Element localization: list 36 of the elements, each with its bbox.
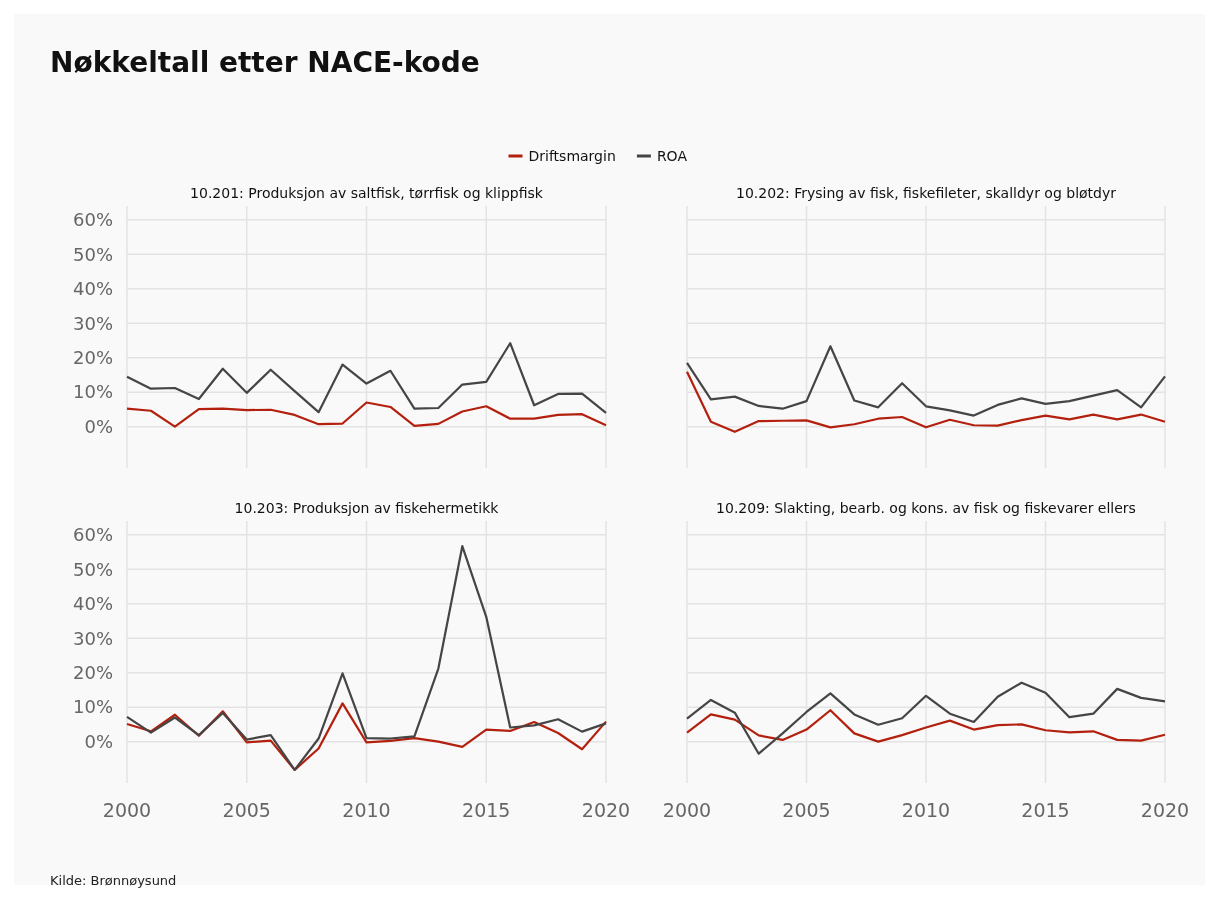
y-tick-label: 60% [72,209,113,231]
chart-subtitle: 10.201: Produksjon av saltfisk, tørrfisk og klippfisk [190,185,544,201]
x-tick-label: 2020 [581,799,631,821]
y-tick-label: 40% [72,278,113,300]
x-tick-label: 2015 [462,799,511,821]
y-tick-label: 30% [72,312,113,334]
x-tick-label: 2005 [782,799,831,821]
y-tick-label: 50% [72,243,113,265]
y-tick-label: 0% [84,415,113,437]
chart-subtitle: 10.209: Slakting, bearb. og kons. av fisk og fiskevarer ellers [716,500,1136,516]
line-series [125,545,608,771]
y-tick-label: 20% [72,346,113,368]
line-series [125,401,608,428]
x-tick-label: 2005 [222,799,271,821]
line-series [125,702,608,771]
x-tick-label: 2000 [102,799,152,821]
x-tick-label: 2020 [1140,799,1190,821]
x-tick-label: 2010 [342,799,391,821]
chart-subtitle: 10.202: Frysing av fisk, fiskefileter, skalldyr og bløtdyr [735,185,1117,201]
y-tick-label: 50% [72,558,113,580]
y-tick-label: 20% [72,661,113,683]
legend-label: ROA [656,147,688,164]
line-series [125,342,608,414]
x-tick-label: 2010 [901,799,951,821]
y-tick-label: 40% [72,593,113,615]
y-tick-label: 30% [72,627,113,649]
chart-subtitle: 10.203: Produksjon av fiskehermetikk [234,500,500,516]
y-tick-label: 60% [72,524,113,546]
x-tick-label: 2015 [1021,799,1070,821]
text: Kilde: Brønnøysund [50,873,177,888]
y-tick-label: 0% [84,730,113,752]
legend-label: Driftsmargin [528,147,616,164]
chart-title: Nøkkeltall etter NACE-kode [50,46,480,79]
x-tick-label: 2000 [662,799,712,821]
y-tick-label: 10% [72,696,113,718]
y-tick-label: 10% [72,381,113,403]
